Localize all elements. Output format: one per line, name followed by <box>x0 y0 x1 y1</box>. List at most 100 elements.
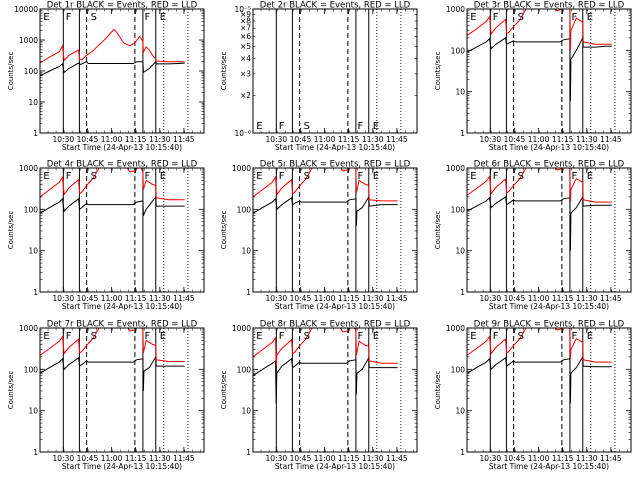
attenuator-flag: F <box>493 331 499 342</box>
events-rate-line <box>253 195 398 226</box>
events-rate-line <box>40 60 185 77</box>
attenuator-flag: S <box>518 171 524 182</box>
y-tick-label: 10 <box>28 407 38 416</box>
attenuator-flag: E <box>587 12 593 23</box>
x-tick-label: 10:45 <box>504 135 526 144</box>
lld-rate-line <box>40 328 185 362</box>
y-minor-tick-label: ×7 <box>240 24 251 33</box>
x-tick-label: 11:15 <box>552 135 574 144</box>
attenuator-flag: S <box>304 171 310 182</box>
y-tick-label: 1 <box>33 448 38 457</box>
attenuator-flag: F <box>279 121 285 132</box>
y-tick-label: 1000 <box>19 324 38 333</box>
x-axis-title: Start Time (24-Apr-13 10:15:40) <box>62 302 182 311</box>
x-axis-title: Start Time (24-Apr-13 10:15:40) <box>489 462 609 471</box>
x-tick-label: 10:45 <box>77 454 99 463</box>
attenuator-flag: E <box>470 331 476 342</box>
plot-frame <box>466 8 632 134</box>
x-tick-label: 11:45 <box>386 294 408 303</box>
attenuator-flag: S <box>91 171 97 182</box>
y-minor-tick-label: ×8 <box>240 17 251 26</box>
y-tick-label: 10 <box>241 247 251 256</box>
x-axis-title: Start Time (24-Apr-13 10:15:40) <box>62 143 182 152</box>
y-minor-tick-label: ×2 <box>240 91 251 100</box>
y-tick-label: 100 <box>24 205 39 214</box>
y-minor-tick-label: ×4 <box>240 54 251 63</box>
events-rate-line <box>467 195 612 251</box>
attenuator-flag: S <box>304 331 310 342</box>
attenuator-flag: F <box>279 171 285 182</box>
attenuator-flag: F <box>279 331 285 342</box>
x-tick-label: 10:30 <box>266 135 288 144</box>
y-axis-title: Counts/sec <box>220 52 228 91</box>
attenuator-flag: S <box>91 331 97 342</box>
attenuator-flag: F <box>358 331 364 342</box>
lld-rate-line <box>467 9 612 51</box>
detector-panel-6: Det 6r BLACK = Events, RED = LLD 1 10 100 10… <box>434 160 632 311</box>
y-tick-label: 1000 <box>446 164 465 173</box>
attenuator-flag: F <box>493 171 499 182</box>
attenuator-flag: F <box>358 121 364 132</box>
panel-title: Det 5r BLACK = Events, RED = LLD <box>260 160 411 170</box>
attenuator-flag: E <box>587 331 593 342</box>
y-tick-label: 1 <box>460 129 465 138</box>
panel-title: Det 7r BLACK = Events, RED = LLD <box>47 320 198 330</box>
attenuator-flag: F <box>66 12 72 23</box>
y-tick-label: 100 <box>451 365 466 374</box>
y-tick-label: 10 <box>241 407 251 416</box>
y-tick-label: 1 <box>460 448 465 457</box>
y-minor-tick-label: ×9 <box>240 10 251 19</box>
detector-panel-8: Det 8r BLACK = Events, RED = LLD 1 10 100 10… <box>220 320 418 471</box>
panel-title: Det 2r BLACK = Events, RED = LLD <box>260 1 411 11</box>
x-axis-title: Start Time (24-Apr-13 10:15:40) <box>275 462 395 471</box>
attenuator-flag: F <box>145 331 151 342</box>
x-tick-label: 11:30 <box>362 454 384 463</box>
plot-area <box>467 168 616 292</box>
x-tick-label: 11:45 <box>600 294 622 303</box>
x-tick-label: 11:15 <box>338 294 360 303</box>
y-tick-label: 100 <box>237 365 252 374</box>
attenuator-flag: E <box>43 171 49 182</box>
attenuator-flag: E <box>587 171 593 182</box>
attenuator-flag: F <box>145 171 151 182</box>
x-tick-label: 11:30 <box>149 294 171 303</box>
attenuator-flag: E <box>160 12 166 23</box>
attenuator-flag: F <box>572 331 578 342</box>
plot-frame <box>466 327 632 453</box>
attenuator-flag: E <box>256 331 262 342</box>
x-axis-title: Start Time (24-Apr-13 10:15:40) <box>489 143 609 152</box>
x-tick-label: 10:30 <box>266 294 288 303</box>
x-tick-label: 10:45 <box>504 294 526 303</box>
plot-area <box>40 328 189 452</box>
lld-rate-line <box>40 168 185 201</box>
events-rate-line <box>40 195 185 216</box>
attenuator-flag: E <box>160 171 166 182</box>
detector-panel-2: Det 2r BLACK = Events, RED = LLD 10⁻⁶ 10⁻⁵… <box>220 1 418 152</box>
y-minor-tick-label: ×6 <box>240 32 251 41</box>
x-tick-label: 11:45 <box>600 135 622 144</box>
y-tick-label: 1 <box>33 129 38 138</box>
attenuator-flag: F <box>572 12 578 23</box>
x-tick-label: 11:00 <box>528 135 550 144</box>
y-minor-tick-label: ×3 <box>240 69 251 78</box>
plot-frame <box>39 8 205 134</box>
events-rate-line <box>467 355 612 404</box>
x-tick-label: 11:00 <box>528 454 550 463</box>
x-tick-label: 10:45 <box>504 454 526 463</box>
detector-panel-1: Det 1r BLACK = Events, RED = LLD 1 10 100 10… <box>7 1 205 152</box>
plot-area <box>40 9 189 133</box>
detector-panel-3: Det 3r BLACK = Events, RED = LLD 1 10 100 10… <box>434 1 632 152</box>
plot-frame <box>252 8 418 134</box>
events-rate-line <box>40 355 185 391</box>
attenuator-flag: F <box>358 171 364 182</box>
y-tick-label: 1 <box>246 448 251 457</box>
plot-area <box>467 9 616 133</box>
attenuator-flag: S <box>518 331 524 342</box>
x-tick-label: 11:30 <box>576 294 598 303</box>
y-axis-title: Counts/sec <box>7 211 15 250</box>
attenuator-flag: E <box>373 121 379 132</box>
events-rate-line <box>467 36 612 101</box>
y-tick-label: 100 <box>24 365 39 374</box>
